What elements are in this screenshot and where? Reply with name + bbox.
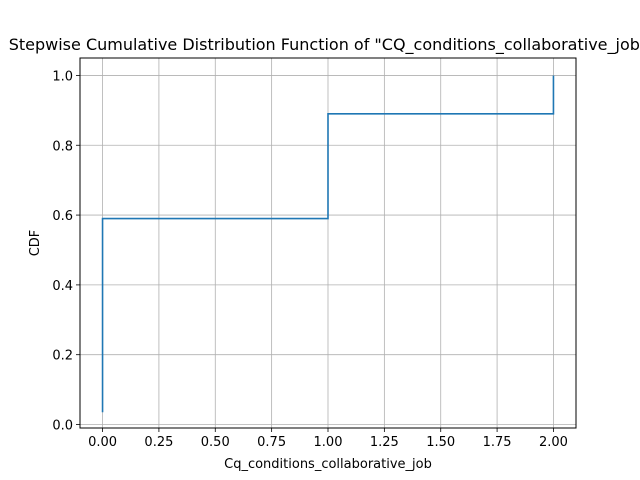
cdf-step-line — [101, 75, 555, 413]
x-tick-label: 0.25 — [144, 435, 173, 450]
y-tick-label: 0.2 — [52, 349, 73, 364]
y-tick-label: 0.8 — [52, 139, 73, 154]
x-tick-label: 0.75 — [257, 435, 286, 450]
chart-title: Stepwise Cumulative Distribution Functio… — [9, 35, 640, 55]
x-tick-label: 0.00 — [88, 435, 117, 450]
y-tick-label: 0.6 — [52, 209, 73, 224]
x-tick-label: 0.50 — [201, 435, 230, 450]
y-axis-ticks: 0.0 0.2 0.4 0.6 0.8 1.0 — [52, 69, 80, 434]
y-axis-label: CDF — [28, 230, 43, 257]
x-tick-label: 1.75 — [483, 435, 512, 450]
x-axis-ticks: 0.00 0.25 0.50 0.75 1.00 1.25 1.50 1.75 2.00 — [88, 428, 568, 450]
y-tick-label: 0.4 — [52, 279, 73, 294]
x-axis-label: Cq_conditions_collaborative_job — [224, 457, 432, 472]
x-tick-label: 1.00 — [314, 435, 343, 450]
x-tick-label: 1.25 — [370, 435, 399, 450]
x-tick-label: 2.00 — [539, 435, 568, 450]
y-tick-label: 1.0 — [52, 69, 73, 84]
x-tick-label: 1.50 — [426, 435, 455, 450]
series-layer — [101, 75, 555, 413]
y-tick-label: 0.0 — [52, 419, 73, 434]
